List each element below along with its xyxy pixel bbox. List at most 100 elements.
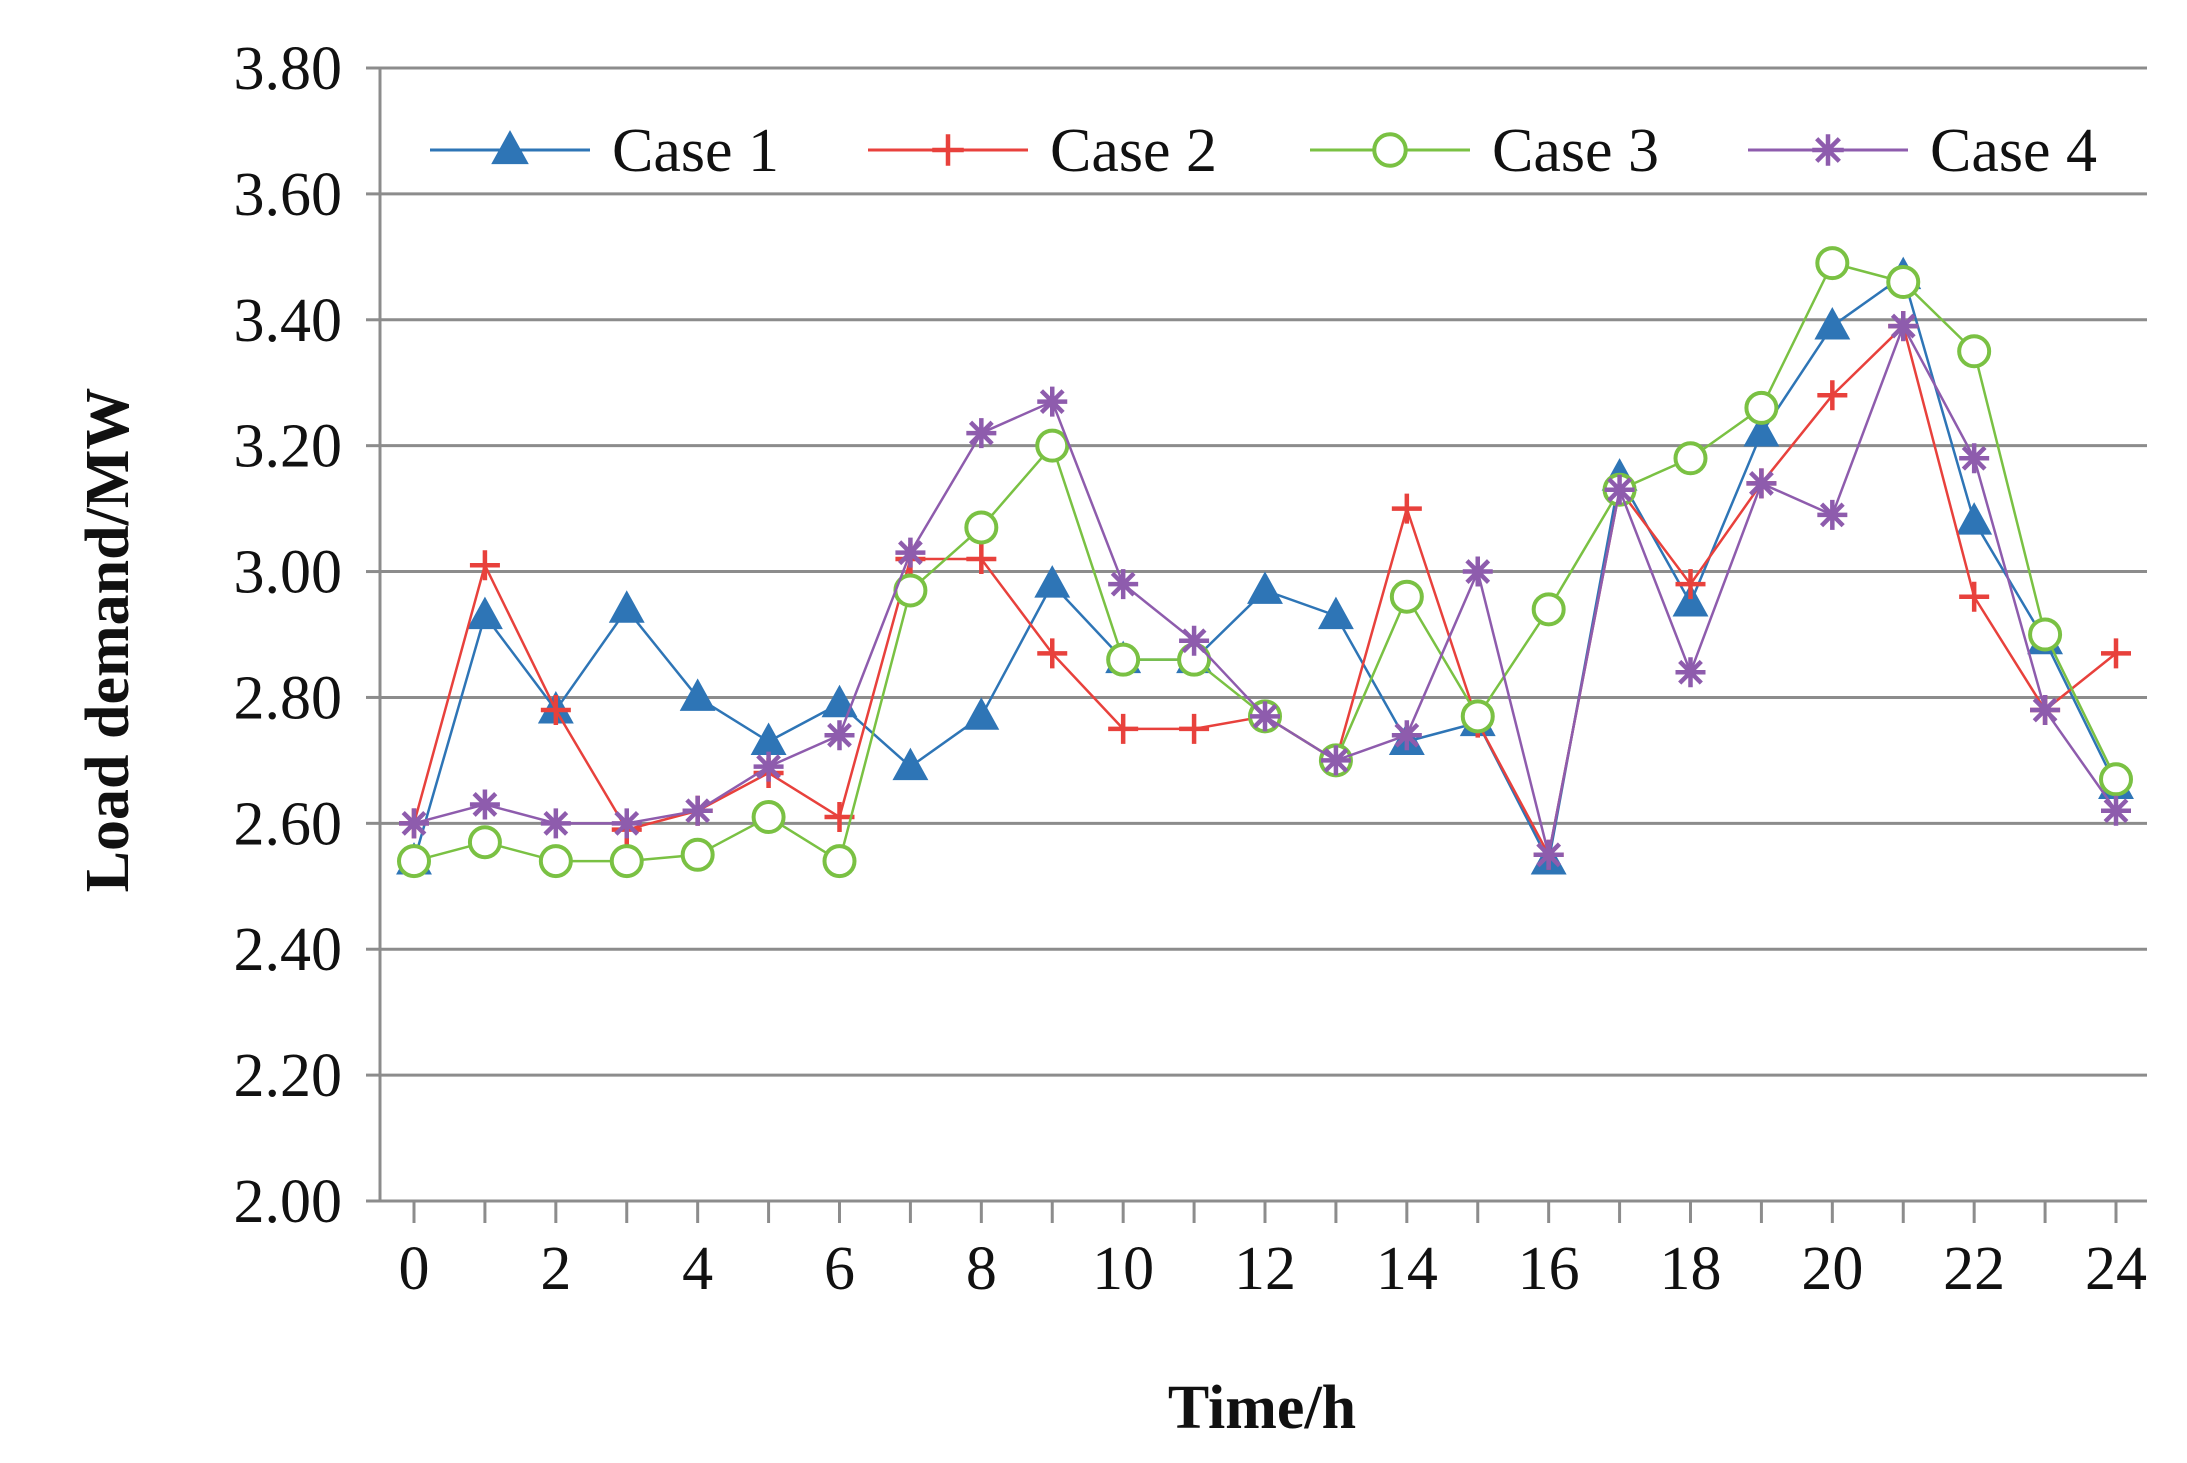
legend-item-2: Case 2: [868, 117, 1217, 185]
legend-marker: [932, 134, 964, 166]
series-4-point: [1250, 701, 1280, 732]
y-axis-title: Load demand/MW: [74, 388, 142, 893]
legend-marker: [1812, 134, 1844, 166]
series-3-point: [1106, 642, 1141, 677]
legend-label: Case 2: [1050, 117, 1217, 185]
series-4-point: [1037, 386, 1068, 417]
x-tick-label: 24: [2085, 1235, 2147, 1303]
series-4-point: [1391, 720, 1422, 751]
x-tick-label: 8: [966, 1235, 997, 1303]
series-4-point: [1462, 556, 1493, 587]
series-4-point: [1320, 745, 1351, 776]
series-1-point: [821, 684, 858, 718]
series-1-line: [412, 274, 2118, 863]
series-1-point: [1317, 596, 1354, 630]
series-group: [396, 246, 2134, 879]
series-4-point: [1959, 443, 1990, 474]
series-2-point: [1675, 569, 1706, 600]
series-3-point: [1531, 592, 1566, 627]
legend: Case 1 Case 2 Case 3 Case 4: [430, 117, 2097, 185]
series-4: [399, 311, 2131, 870]
x-tick-label: 0: [399, 1235, 430, 1303]
series-4-point: [399, 808, 429, 839]
legend-marker: [1372, 132, 1408, 168]
series-3-point: [1035, 428, 1070, 463]
x-tick-label: 16: [1518, 1235, 1580, 1303]
series-2-point: [966, 543, 997, 574]
x-tick-label: 20: [1801, 1235, 1863, 1303]
series-2-point: [1959, 581, 1990, 612]
series-3-point: [1886, 265, 1921, 300]
series-3-point: [1389, 579, 1424, 614]
legend-item-4: Case 4: [1748, 117, 2097, 185]
gridlines: [380, 66, 2147, 1203]
legend-label: Case 3: [1492, 117, 1659, 185]
series-2-point: [540, 695, 571, 726]
y-tick-label: 3.60: [234, 161, 343, 229]
series-1-point: [892, 747, 929, 781]
series-4-point: [1888, 311, 1919, 342]
series-3-point: [609, 844, 644, 879]
x-tick-label: 22: [1943, 1235, 2005, 1303]
series-1: [396, 256, 2134, 875]
series-3-point: [1815, 246, 1850, 281]
series-3-point: [467, 825, 502, 860]
series-1-point: [1743, 414, 1780, 447]
series-3-point: [680, 837, 715, 872]
y-tick-label: 3.80: [234, 35, 343, 103]
series-1-point: [750, 722, 787, 755]
x-tick-label: 4: [682, 1235, 713, 1303]
series-3-line: [413, 261, 2118, 863]
series-4-point: [2030, 695, 2061, 726]
series-2-point: [824, 802, 855, 833]
series-4-point: [824, 720, 855, 751]
series-4-point: [1179, 625, 1210, 656]
series-2-point: [1037, 638, 1068, 669]
series-1-point: [679, 678, 716, 711]
series-4-point: [469, 789, 500, 820]
x-tick-label: 10: [1092, 1235, 1154, 1303]
x-tick-label: 6: [824, 1235, 855, 1303]
x-tick-label: 18: [1660, 1235, 1722, 1303]
y-tick-label: 2.40: [234, 916, 343, 984]
series-4-point: [1817, 499, 1848, 530]
series-1-point: [1672, 583, 1709, 617]
y-tick-label: 2.60: [234, 790, 343, 858]
series-3-point: [964, 510, 999, 545]
series-3-point: [1460, 699, 1495, 734]
series-4-point: [1604, 474, 1635, 505]
series-2-point: [1108, 713, 1139, 744]
legend-label: Case 4: [1930, 117, 2097, 185]
series-3-point: [2099, 762, 2133, 797]
series-3-point: [1673, 441, 1708, 476]
series-2-point: [2101, 638, 2131, 669]
y-tick-label: 3.20: [234, 413, 343, 481]
axes: 2.00 2.20 2.40 2.60 2.80 3.00 3.20 3.40 3.60 3.80…: [234, 35, 2147, 1303]
legend-label: Case 1: [612, 117, 779, 185]
series-4-point: [966, 418, 997, 449]
series-3-point: [1744, 390, 1779, 425]
series-4-point: [1675, 657, 1706, 688]
x-tick-label: 12: [1234, 1235, 1296, 1303]
x-tick-label: 14: [1376, 1235, 1438, 1303]
series-1-point: [466, 596, 503, 630]
y-tick-label: 2.80: [234, 664, 343, 732]
series-3-point: [397, 844, 431, 879]
series-1-point: [1814, 307, 1851, 340]
series-3-point: [2028, 617, 2063, 652]
series-4-point: [2101, 795, 2131, 826]
x-axis-title: Time/h: [1168, 1374, 1356, 1442]
series-3-point: [538, 844, 573, 879]
series-4-point: [895, 537, 926, 568]
series-4-point: [540, 808, 571, 839]
series-3-point: [1957, 334, 1992, 369]
series-4-point: [611, 808, 642, 839]
series-4-point: [1746, 468, 1777, 499]
y-tick-label: 2.00: [234, 1168, 343, 1236]
legend-item-1: Case 1: [430, 117, 779, 185]
y-tick-label: 3.00: [234, 539, 343, 607]
series-2-point: [1391, 493, 1422, 524]
series-3-point: [822, 844, 857, 879]
series-1-point: [1034, 565, 1071, 598]
